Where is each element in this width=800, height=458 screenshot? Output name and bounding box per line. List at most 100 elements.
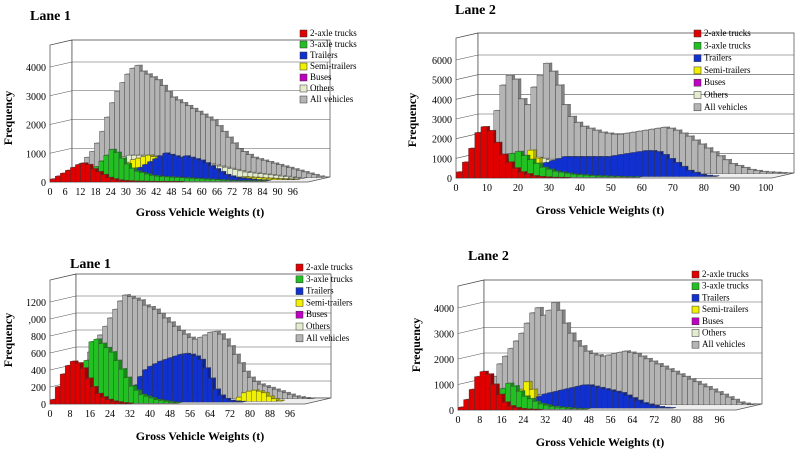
legend-swatch-all-vehicles <box>691 340 700 349</box>
bar <box>697 144 705 174</box>
bar <box>296 170 302 178</box>
bar <box>204 179 211 182</box>
legend-swatch-semi-trailers <box>693 66 702 75</box>
bar <box>159 176 165 182</box>
legend-label-others: Others <box>704 90 728 100</box>
gridline <box>49 295 331 303</box>
bar <box>643 358 650 406</box>
x-tick-label: 30 <box>121 187 131 198</box>
x-axis-label: Gross Vehicle Weights (t) <box>536 203 665 217</box>
bar <box>109 401 116 405</box>
legend-swatch-others <box>693 91 702 99</box>
bar <box>113 152 120 182</box>
bar <box>730 399 737 406</box>
bar <box>306 173 312 178</box>
bar <box>177 354 183 403</box>
legend-label-buses: Buses <box>704 77 726 87</box>
bar <box>516 391 522 410</box>
bar <box>665 369 672 406</box>
bar <box>283 176 289 179</box>
bar <box>110 178 116 183</box>
legend-label-2-axle-trucks: 2-axle trucks <box>702 269 749 279</box>
bar <box>287 394 293 400</box>
bar <box>172 356 178 403</box>
bar <box>641 150 649 177</box>
legend-label-trailers: Trailers <box>702 292 730 302</box>
bar <box>168 402 174 404</box>
bar <box>545 310 552 406</box>
bar <box>182 155 188 181</box>
bar <box>687 379 694 406</box>
y-axis-label: Frequency <box>409 318 423 372</box>
y-tick-label: 4000 <box>434 304 454 315</box>
series-all-vehicles <box>68 64 325 178</box>
bar <box>266 178 273 181</box>
gridline <box>455 94 794 100</box>
x-tick-label: 36 <box>136 187 146 198</box>
bar <box>612 391 619 409</box>
y-tick-label: 3000 <box>432 115 452 126</box>
bar <box>139 172 145 182</box>
series-3-axle-trucks <box>68 148 269 182</box>
x-axis-label: Gross Vehicle Weights (t) <box>136 429 265 443</box>
y-tick-label: 0 <box>447 174 452 185</box>
gridline <box>455 113 794 120</box>
bar <box>579 385 586 409</box>
bar <box>596 387 602 409</box>
bar <box>184 177 190 182</box>
y-tick-label: 2000 <box>434 355 454 366</box>
bar <box>222 339 228 400</box>
legend-label-trailers: Trailers <box>306 286 334 296</box>
bar <box>103 347 109 404</box>
bar <box>499 154 506 179</box>
bar <box>635 151 643 177</box>
bar <box>80 163 86 183</box>
bar <box>232 401 238 403</box>
bar <box>579 156 587 177</box>
bar <box>261 392 267 402</box>
x-tick-label: 72 <box>227 187 237 198</box>
gridline <box>49 90 330 97</box>
x-tick-label: 48 <box>584 415 594 426</box>
bar <box>623 153 630 177</box>
bar <box>94 393 101 405</box>
legend-swatch-3-axle-trucks <box>691 282 700 290</box>
chart-title: Lane 1 <box>30 9 71 24</box>
x-tick-label: 90 <box>730 183 740 194</box>
legend-label-others: Others <box>306 321 330 331</box>
bar <box>64 365 71 405</box>
gridline <box>457 301 762 309</box>
bar <box>598 156 605 177</box>
bar <box>772 172 779 174</box>
bar <box>614 176 621 178</box>
bar <box>474 376 480 411</box>
x-tick-label: 80 <box>699 183 709 194</box>
bar <box>532 401 539 410</box>
bar <box>291 168 297 178</box>
bar <box>480 126 488 179</box>
bar <box>539 167 547 178</box>
x-tick-label: 30 <box>544 183 554 194</box>
x-tick-label: 0 <box>48 409 53 420</box>
bar <box>194 178 200 182</box>
y-tick-label: 3000 <box>26 92 46 103</box>
legend-swatch-semi-trailers <box>295 299 304 307</box>
bar <box>281 179 288 181</box>
bar <box>517 408 524 411</box>
bar <box>537 403 544 410</box>
x-tick-label: 24 <box>518 415 528 426</box>
series-2-axle-trucks <box>457 370 544 411</box>
bar <box>276 178 283 181</box>
x-tick-label: 8 <box>477 415 482 426</box>
bar <box>125 180 132 183</box>
legend-swatch-all-vehicles <box>295 334 304 343</box>
x-tick-label: 0 <box>456 415 461 426</box>
bar <box>559 407 566 410</box>
x-tick-label: 32 <box>540 415 550 426</box>
bar <box>277 391 283 400</box>
legend-label-semi-trailers: Semi-trailers <box>306 297 353 307</box>
bar <box>293 177 299 179</box>
bar <box>197 160 204 181</box>
bar <box>134 171 140 182</box>
bar <box>747 404 753 406</box>
